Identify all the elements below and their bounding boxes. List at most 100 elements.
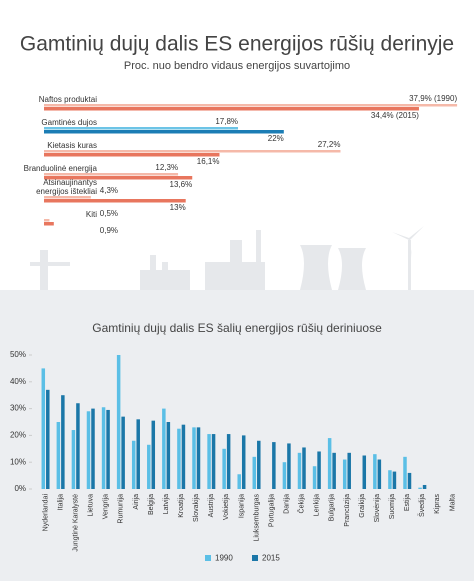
x-tick-label: Slovėnija xyxy=(374,494,381,523)
bar xyxy=(41,368,46,489)
bar xyxy=(44,153,220,157)
value-label: 4,3% xyxy=(100,186,118,195)
bar xyxy=(44,176,193,180)
value-label: 13,6% xyxy=(170,180,193,189)
bar xyxy=(44,107,419,111)
bar xyxy=(136,419,140,489)
y-tick-label: 50% xyxy=(10,350,26,359)
category-label: Kiti xyxy=(85,210,97,219)
bar xyxy=(377,459,382,489)
bar xyxy=(332,452,336,489)
x-tick-label: Austrija xyxy=(208,494,215,517)
bar xyxy=(407,472,412,489)
bar xyxy=(272,442,276,489)
x-tick-label: Vengrija xyxy=(103,494,110,519)
legend-swatch xyxy=(252,555,258,561)
bar xyxy=(347,452,351,489)
x-tick-label: Nyderlandai xyxy=(42,494,49,532)
x-tick-label: Liuksemburgas xyxy=(253,494,260,542)
y-tick-label: 0% xyxy=(14,484,26,493)
x-tick-label: Graikija xyxy=(359,494,366,518)
value-label: 0,5% xyxy=(100,209,118,218)
x-tick-label: Lietuva xyxy=(88,494,95,517)
x-tick-label: Ispanija xyxy=(238,494,245,518)
bar xyxy=(241,435,246,489)
x-tick-label: Latvija xyxy=(163,494,170,514)
bar xyxy=(362,455,367,489)
x-tick-label: Malta xyxy=(449,494,456,511)
x-tick-label: Portugalija xyxy=(268,494,275,527)
bar xyxy=(403,456,407,489)
value-label: 0,9% xyxy=(100,226,118,235)
bar xyxy=(101,407,106,489)
y-tick-label: 20% xyxy=(10,431,26,440)
x-tick-label: Kipras xyxy=(434,494,441,514)
bar xyxy=(237,474,241,489)
bar xyxy=(312,466,317,489)
bar xyxy=(373,454,377,489)
value-label: 16,1% xyxy=(197,157,220,166)
bar xyxy=(76,403,80,489)
y-tick-label: 30% xyxy=(10,404,26,413)
bar xyxy=(181,424,186,489)
legend-label: 1990 xyxy=(215,554,233,563)
bar xyxy=(342,459,347,489)
x-tick-label: Švedija xyxy=(417,494,426,517)
y-tick-label: 10% xyxy=(10,457,26,466)
bar xyxy=(71,430,76,489)
bar xyxy=(106,409,110,489)
bar xyxy=(196,427,201,489)
x-tick-label: Prancūzija xyxy=(344,494,351,527)
x-tick-label: Estija xyxy=(404,494,411,511)
x-tick-label: Jungtinė Karalystė xyxy=(73,494,80,552)
bar xyxy=(131,440,136,489)
bar xyxy=(44,130,284,134)
bar xyxy=(147,444,151,489)
value-label: 17,8% xyxy=(215,117,238,126)
value-label: 22% xyxy=(268,134,284,143)
bar xyxy=(252,456,257,489)
bar xyxy=(151,420,156,489)
x-tick-label: Danija xyxy=(284,494,291,514)
bar xyxy=(177,428,181,489)
bar xyxy=(418,487,422,489)
y-tick-label: 40% xyxy=(10,377,26,386)
bar xyxy=(282,462,287,489)
bar xyxy=(257,440,261,489)
value-label: 12,3% xyxy=(155,163,178,172)
bar xyxy=(166,422,171,489)
bar xyxy=(44,173,179,176)
bar xyxy=(44,196,91,199)
bar xyxy=(44,127,239,130)
bar xyxy=(61,395,65,489)
bar xyxy=(422,484,427,489)
category-label: Naftos produktai xyxy=(38,95,97,104)
bar xyxy=(86,411,91,489)
chart-title: Gamtinių dujų dalis ES energijos rūšių d… xyxy=(20,33,454,56)
bar xyxy=(207,434,211,489)
x-tick-label: Italija xyxy=(57,494,64,510)
category-label: Kietasis kuras xyxy=(47,141,97,150)
x-tick-label: Vokietija xyxy=(223,494,230,520)
value-label: 37,9% (1990) xyxy=(409,94,457,103)
value-label: 27,2% xyxy=(318,140,341,149)
bar xyxy=(46,389,50,489)
bar xyxy=(297,452,302,489)
bar xyxy=(222,448,226,489)
bar xyxy=(388,470,392,489)
bar xyxy=(44,219,50,222)
legend-label: 2015 xyxy=(262,554,280,563)
bar xyxy=(317,451,321,489)
chart-title: Gamtinių dujų dalis ES šalių energijos r… xyxy=(92,321,382,335)
bar xyxy=(302,447,306,489)
x-tick-label: Suomija xyxy=(389,494,396,519)
category-label: Atsinaujinantys energijos ištekliai xyxy=(36,178,97,196)
bar xyxy=(192,427,196,489)
bar xyxy=(287,443,291,489)
bar xyxy=(392,471,397,489)
legend-swatch xyxy=(205,555,211,561)
bar xyxy=(116,355,121,489)
bar xyxy=(327,438,332,489)
